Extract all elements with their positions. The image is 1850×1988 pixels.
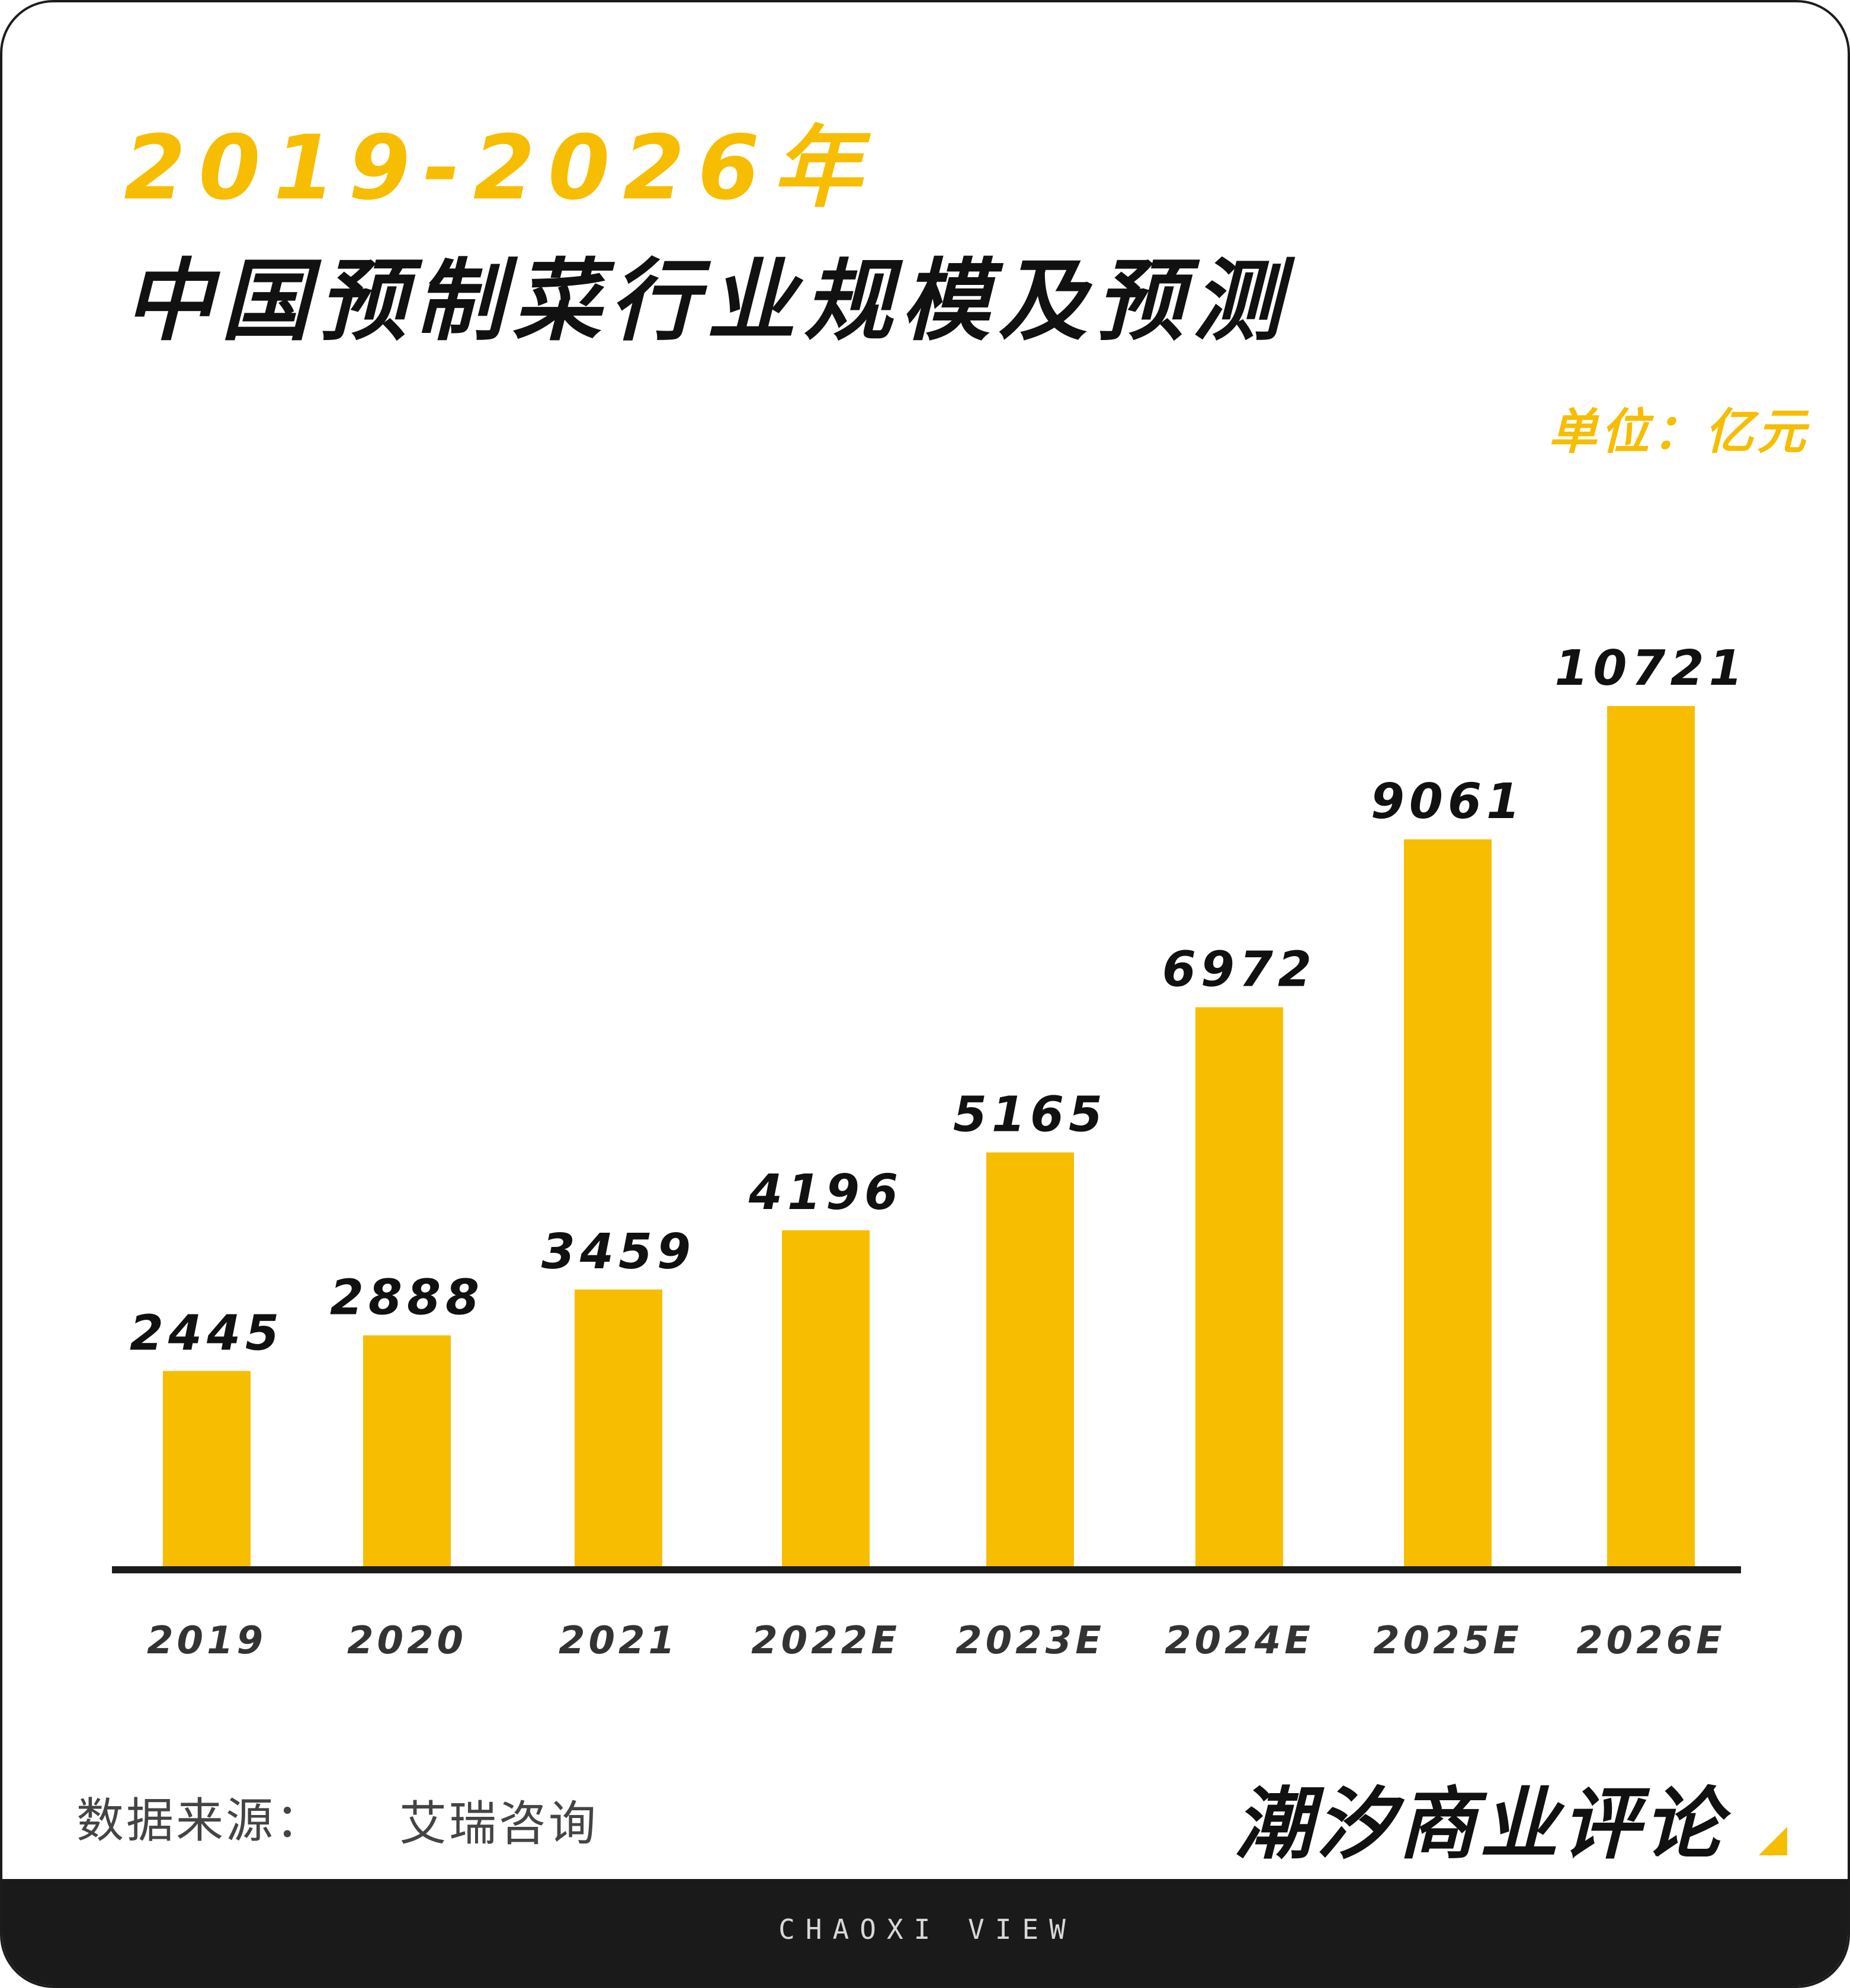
source-label: 数据来源： (76, 1793, 325, 1848)
value-label-2020: 2888 (330, 1269, 484, 1326)
x-tick-label-2024E: 2024E (1165, 1619, 1314, 1663)
chart-title-year: 2019-2026年 (124, 117, 875, 220)
bar-2023E (986, 1152, 1074, 1567)
x-tick-label-2019: 2019 (147, 1619, 267, 1663)
value-label-2024E: 6972 (1162, 941, 1316, 998)
x-tick-label-2021: 2021 (559, 1619, 678, 1663)
value-label-2023E: 5165 (953, 1086, 1107, 1143)
value-label-2025E: 9061 (1371, 774, 1525, 830)
footer-bar: CHAOXI VIEW (2, 1879, 1848, 1986)
bar-2019 (163, 1371, 251, 1567)
unit-label: 单位：亿元 (1548, 404, 1809, 460)
x-tick-label-2023E: 2023E (956, 1619, 1105, 1663)
x-tick-label-2020: 2020 (347, 1619, 467, 1663)
brand-logo: 潮汐商业评论 (1235, 1779, 1725, 1870)
chart-title-main: 中国预制菜行业规模及预测 (124, 250, 1290, 353)
bar-2024E (1195, 1007, 1283, 1567)
bar-2025E (1404, 839, 1492, 1567)
value-label-2021: 3459 (541, 1224, 695, 1280)
footer-brand-en: CHAOXI VIEW (778, 1913, 1076, 1945)
brand-accent-mark (1759, 1827, 1787, 1855)
x-tick-label-2026E: 2026E (1576, 1619, 1726, 1663)
x-tick-label-2022E: 2022E (751, 1619, 900, 1663)
x-tick-label-2025E: 2025E (1373, 1619, 1522, 1663)
value-label-2022E: 4196 (748, 1165, 903, 1221)
source-value: 艾瑞咨询 (399, 1796, 598, 1851)
bar-2021 (575, 1289, 662, 1567)
bar-2026E (1607, 706, 1695, 1567)
value-label-2019: 2445 (130, 1305, 284, 1361)
value-label-2026E: 10721 (1554, 640, 1747, 697)
bar-2022E (782, 1230, 870, 1567)
bar-2020 (363, 1335, 451, 1567)
